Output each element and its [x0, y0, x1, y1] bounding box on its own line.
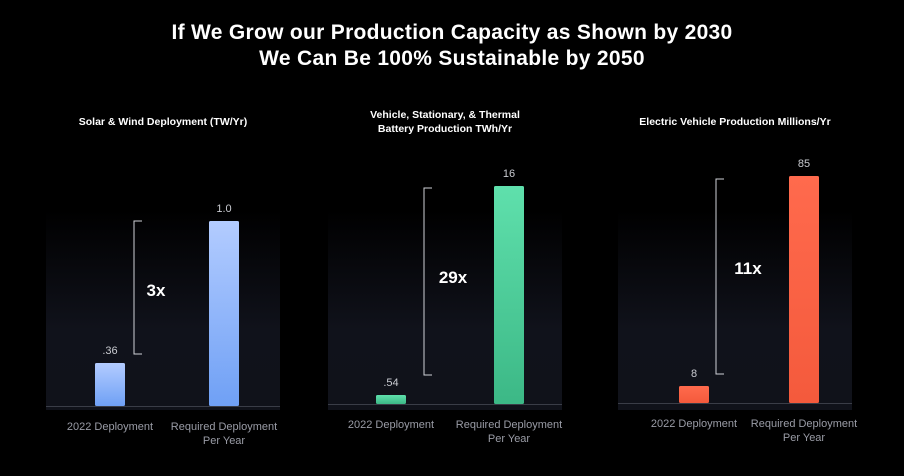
category-label: 2022 Deployment: [651, 418, 737, 430]
bar-chart-solar-wind: .36 2022 Deployment 1.0 Required Deployment…: [46, 203, 280, 447]
multiplier-bracket: [133, 220, 142, 355]
category-label: Required Deployment: [751, 418, 857, 430]
category-label: Required Deployment: [171, 421, 277, 433]
multiplier-label: 3x: [147, 281, 166, 300]
panel-background: [46, 210, 280, 410]
multiplier-label: 11x: [734, 259, 762, 278]
bar-chart-battery: .54 2022 Deployment 16 Required Deployment P…: [328, 168, 562, 445]
bar-required: [789, 176, 819, 403]
chart-panel-ev: Electric Vehicle Production Millions/Yr …: [610, 100, 860, 470]
chart-title-line-1: Vehicle, Stationary, & Thermal: [370, 109, 520, 121]
bar-2022: [376, 395, 406, 404]
category-label: Per Year: [783, 432, 826, 444]
data-label: 16: [503, 168, 515, 180]
page-title: If We Grow our Production Capacity as Sh…: [0, 20, 904, 72]
bar-required: [494, 186, 524, 404]
category-label: Required Deployment: [456, 419, 562, 431]
chart-panel-solar-wind: Solar & Wind Deployment (TW/Yr) .36 2022 …: [38, 100, 288, 470]
data-label: 1.0: [216, 203, 231, 215]
chart-title-line-2: Battery Production TWh/Yr: [377, 123, 513, 135]
multiplier-bracket: [423, 187, 432, 376]
chart-panel-battery: Vehicle, Stationary, & Thermal Battery P…: [320, 100, 570, 470]
chart-title: Vehicle, Stationary, & Thermal Battery P…: [320, 108, 570, 136]
multiplier-bracket: [715, 178, 724, 375]
data-label: .36: [102, 345, 117, 357]
title-line-1: If We Grow our Production Capacity as Sh…: [171, 21, 733, 44]
bar-required: [209, 221, 239, 406]
data-label: .54: [383, 377, 398, 389]
category-label: Per Year: [203, 435, 246, 447]
data-label: 8: [691, 368, 697, 380]
data-label: 85: [798, 158, 810, 170]
bar-chart-ev: 8 2022 Deployment 85 Required Deployment Per…: [618, 158, 857, 444]
bar-2022: [679, 386, 709, 403]
title-line-2: We Can Be 100% Sustainable by 2050: [259, 47, 645, 70]
category-label: 2022 Deployment: [67, 421, 153, 433]
category-label: Per Year: [488, 433, 531, 445]
chart-title: Solar & Wind Deployment (TW/Yr): [78, 116, 248, 128]
multiplier-label: 29x: [439, 268, 468, 287]
chart-title: Electric Vehicle Production Millions/Yr: [639, 116, 831, 128]
bar-2022: [95, 363, 125, 406]
category-label: 2022 Deployment: [348, 419, 434, 431]
